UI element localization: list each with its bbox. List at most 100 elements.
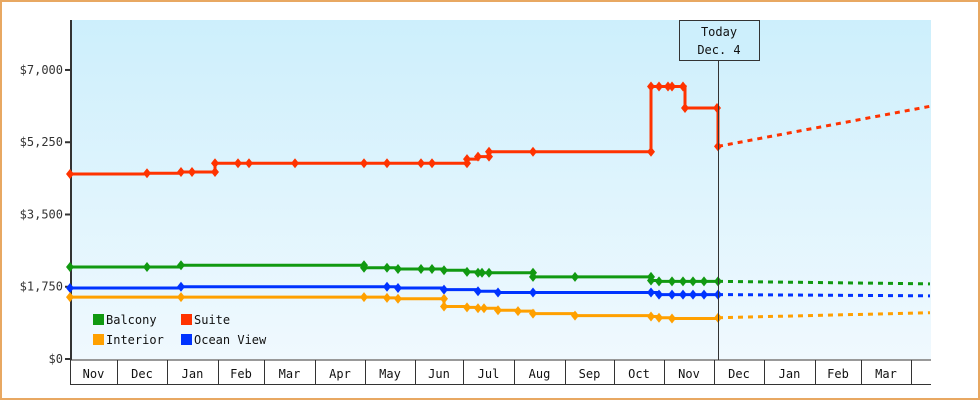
data-point[interactable] xyxy=(647,146,655,157)
data-point[interactable] xyxy=(655,312,663,323)
data-point[interactable] xyxy=(689,289,697,300)
x-tick-label: Apr xyxy=(329,367,351,381)
x-tick-label: Jan xyxy=(182,367,204,381)
data-point[interactable] xyxy=(474,286,482,297)
data-point[interactable] xyxy=(655,81,663,92)
data-point[interactable] xyxy=(417,158,425,169)
x-tick-label: Dec xyxy=(728,367,750,381)
data-point[interactable] xyxy=(529,308,537,319)
data-point[interactable] xyxy=(529,287,537,298)
data-point[interactable] xyxy=(655,289,663,300)
data-point[interactable] xyxy=(647,287,655,298)
today-marker: Today Dec. 4 xyxy=(679,20,760,360)
data-point[interactable] xyxy=(383,158,391,169)
data-point[interactable] xyxy=(463,266,471,277)
data-point[interactable] xyxy=(485,146,493,157)
data-point[interactable] xyxy=(211,158,219,169)
y-tick-label: $1,750 xyxy=(20,280,63,294)
data-point[interactable] xyxy=(679,81,687,92)
x-axis: Nov Dec Jan Feb Mar Apr May Jun Jul Aug Sep Oct Nov D… xyxy=(70,359,931,385)
data-point[interactable] xyxy=(440,265,448,276)
data-point[interactable] xyxy=(668,276,676,287)
data-point[interactable] xyxy=(211,166,219,177)
legend-label: Ocean View xyxy=(194,333,267,347)
x-tick-label: Aug xyxy=(529,367,551,381)
data-point[interactable] xyxy=(700,289,708,300)
data-point[interactable] xyxy=(668,81,676,92)
data-point[interactable] xyxy=(417,263,425,274)
data-point[interactable] xyxy=(428,263,436,274)
data-point[interactable] xyxy=(474,303,482,314)
data-point[interactable] xyxy=(474,151,482,162)
today-label: Today xyxy=(701,25,737,39)
data-point[interactable] xyxy=(383,281,391,292)
data-point[interactable] xyxy=(188,166,196,177)
data-point[interactable] xyxy=(485,267,493,278)
legend: Balcony Suite Interior Ocean View xyxy=(93,313,267,347)
data-point[interactable] xyxy=(514,306,522,317)
data-point[interactable] xyxy=(647,81,655,92)
legend-swatch xyxy=(93,314,104,325)
data-point[interactable] xyxy=(679,289,687,300)
x-tick-label: Nov xyxy=(678,367,700,381)
data-point[interactable] xyxy=(647,275,655,286)
data-point[interactable] xyxy=(440,284,448,295)
data-point[interactable] xyxy=(428,158,436,169)
data-point[interactable] xyxy=(571,271,579,282)
data-point[interactable] xyxy=(647,311,655,322)
data-point[interactable] xyxy=(668,289,676,300)
data-point[interactable] xyxy=(177,281,185,292)
data-point[interactable] xyxy=(480,303,488,314)
data-point[interactable] xyxy=(463,302,471,313)
data-point[interactable] xyxy=(700,276,708,287)
data-point[interactable] xyxy=(394,263,402,274)
data-point[interactable] xyxy=(177,292,185,303)
data-point[interactable] xyxy=(668,313,676,324)
data-point[interactable] xyxy=(571,310,579,321)
data-point[interactable] xyxy=(689,276,697,287)
data-point[interactable] xyxy=(360,158,368,169)
data-point[interactable] xyxy=(234,158,242,169)
data-point[interactable] xyxy=(177,260,185,271)
y-tick-label: $7,000 xyxy=(20,63,63,77)
data-point[interactable] xyxy=(394,282,402,293)
x-tick-label: Dec xyxy=(131,367,153,381)
x-tick-label: May xyxy=(379,367,401,381)
data-point[interactable] xyxy=(494,305,502,316)
data-point[interactable] xyxy=(463,154,471,165)
data-point[interactable] xyxy=(394,293,402,304)
data-point[interactable] xyxy=(529,146,537,157)
data-point[interactable] xyxy=(655,276,663,287)
y-tick-label: $3,500 xyxy=(20,207,63,221)
data-point[interactable] xyxy=(440,293,448,304)
y-axis: $0 $1,750 $3,500 $5,250 $7,000 xyxy=(20,20,72,366)
x-tick-label: Feb xyxy=(230,367,252,381)
x-tick-label: Jan xyxy=(779,367,801,381)
data-point[interactable] xyxy=(529,271,537,282)
data-point[interactable] xyxy=(440,301,448,312)
data-point[interactable] xyxy=(360,262,368,273)
data-point[interactable] xyxy=(66,282,74,293)
data-point[interactable] xyxy=(478,267,486,278)
data-point[interactable] xyxy=(143,168,151,179)
data-point[interactable] xyxy=(143,262,151,273)
data-point[interactable] xyxy=(681,102,689,113)
legend-label: Interior xyxy=(106,333,164,347)
data-point[interactable] xyxy=(494,287,502,298)
data-point[interactable] xyxy=(66,292,74,303)
data-point[interactable] xyxy=(383,262,391,273)
data-point[interactable] xyxy=(679,276,687,287)
data-point[interactable] xyxy=(383,292,391,303)
x-tick-label: Feb xyxy=(827,367,849,381)
data-point[interactable] xyxy=(245,158,253,169)
data-point[interactable] xyxy=(66,262,74,273)
legend-label: Balcony xyxy=(106,313,157,327)
data-point[interactable] xyxy=(291,158,299,169)
data-point[interactable] xyxy=(66,169,74,180)
x-tick-label: Jul xyxy=(478,367,500,381)
data-point[interactable] xyxy=(177,166,185,177)
y-tick-label: $5,250 xyxy=(20,135,63,149)
data-point[interactable] xyxy=(360,292,368,303)
legend-swatch xyxy=(93,334,104,345)
